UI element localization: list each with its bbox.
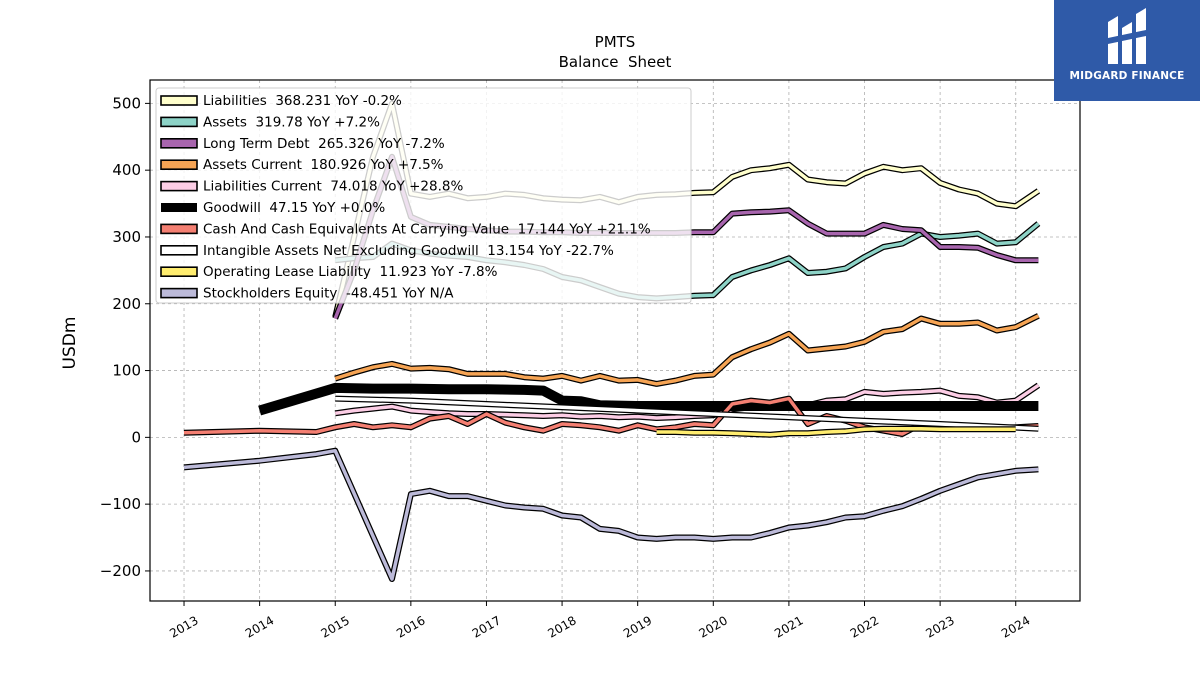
x-tick-label: 2015 [319,613,352,640]
legend-swatch [161,203,197,212]
y-tick-label: 300 [112,228,141,246]
y-tick-label: −200 [100,562,141,580]
legend-swatch [160,138,198,149]
series-3 [334,313,1040,387]
brand-mark-icon [1108,8,1146,64]
series-line-outline [183,447,1039,582]
legend-swatch [160,159,198,170]
legend-swatch [160,223,198,235]
x-tick-label: 2018 [545,613,578,640]
y-tick-label: −100 [100,495,141,513]
y-tick-label: 200 [112,295,141,313]
y-tick-label: 0 [131,428,141,446]
series-8 [656,425,1016,438]
legend-label: Liabilities Current 74.018 YoY +28.8% [203,179,463,195]
plot-frame [149,79,1081,602]
chart-subtitle: Balance Sheet [559,53,672,71]
series-line [335,396,1039,431]
chart-title: PMTS [595,33,636,51]
legend-box [155,87,692,304]
legend-label: Cash And Cash Equivalents At Carrying Va… [203,221,651,237]
brand-name: MIDGARD FINANCE [1069,70,1185,82]
brand-logo: MIDGARD FINANCE [1054,0,1200,101]
x-tick-label: 2020 [697,613,730,640]
x-tick-label: 2024 [999,613,1032,640]
legend-label: Long Term Debt 265.326 YoY -7.2% [203,136,445,152]
y-tick-label: 400 [112,161,141,179]
y-axis-label: USDm [60,317,80,370]
x-tick-label: 2019 [621,613,654,640]
series-4 [334,382,1041,421]
y-tick-label: 500 [112,94,141,112]
x-tick-label: 2013 [167,613,200,640]
legend-swatch [160,180,198,192]
x-tick-label: 2017 [470,613,503,640]
series-line [656,426,1016,437]
legend-label: Stockholders Equity -48.451 YoY N/A [203,286,454,302]
legend-label: Operating Lease Liability 11.923 YoY -7.… [203,264,498,280]
legend-swatch [160,95,198,106]
series-line-outline [258,382,1039,416]
x-tick-label: 2023 [923,613,956,640]
legend-swatch [160,287,198,299]
series-5 [258,382,1039,416]
legend-swatch [160,266,198,278]
legend-label: Goodwill 47.15 YoY +0.0% [203,200,385,216]
legend-label: Assets Current 180.926 YoY +7.5% [203,157,444,173]
y-ticks: −200 −100 0 100 200 300 400 500 [100,94,150,580]
legend: Liabilities 368.231 YoY -0.2% Assets 319.… [155,87,692,304]
y-tick-label: 100 [112,362,141,380]
legend-swatch [160,116,198,128]
legend-swatch [160,245,198,256]
series-line [334,383,1040,420]
x-tick-label: 2021 [772,613,805,640]
series-7 [335,395,1039,432]
x-tick-label: 2022 [848,613,881,640]
x-tick-label: 2016 [394,613,427,640]
x-ticks: 2013 2014 2015 2016 2017 2018 2019 2020 2021 2022… [167,601,1032,641]
series-9 [183,447,1039,582]
series-line [334,314,1040,386]
x-tick-label: 2014 [243,613,276,640]
legend-label: Assets 319.78 YoY +7.2% [203,114,380,130]
series-line-outline [334,313,1040,387]
legend-label: Liabilities 368.231 YoY -0.2% [203,93,402,109]
legend-label: Intangible Assets Net Excluding Goodwill… [203,243,614,259]
series-line [183,448,1039,581]
